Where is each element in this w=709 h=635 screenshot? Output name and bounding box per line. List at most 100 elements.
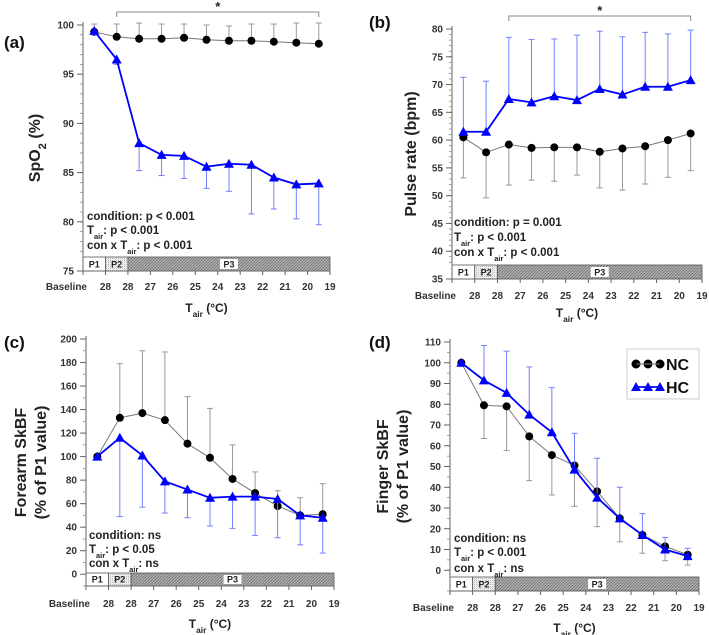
stats-line: Tair: p < 0.001 (454, 232, 527, 248)
stats-line-suffix: : p < 0.001 (136, 240, 193, 252)
data-point (313, 178, 324, 188)
phase-label-p3: P3 (227, 575, 238, 585)
stats-line: condition: ns (454, 533, 526, 545)
data-point (272, 493, 283, 503)
x-axis-title-subscript: air (561, 629, 572, 635)
legend-marker-triangle (631, 382, 641, 391)
data-point (246, 159, 257, 169)
data-point (292, 38, 301, 47)
x-tick-label: 23 (606, 291, 618, 302)
x-tick-label: 25 (190, 282, 202, 293)
x-axis-title-subscript: air (563, 314, 574, 324)
x-tick-label: 19 (696, 291, 708, 302)
data-point (478, 375, 489, 385)
series-hc (92, 432, 328, 554)
y-tick-label: 110 (425, 338, 442, 349)
data-point (183, 439, 192, 448)
x-tick-label: 20 (671, 603, 683, 614)
x-axis-title: Tair (°C) (189, 617, 231, 635)
x-axis-title-main: T (185, 301, 193, 315)
y-tick-label: 85 (63, 168, 75, 179)
data-point (138, 409, 147, 418)
panel-c: (c) P1 P2 P3 0 20 40 60 80 100 120 140 160 180 200 Base… (4, 333, 340, 635)
stats-line-main: condition: p < 0.001 (87, 211, 195, 223)
x-tick-label: 27 (512, 603, 524, 614)
y-axis-title: Pulse rate (bpm) (403, 91, 420, 216)
y-tick-label: 80 (63, 217, 75, 228)
y-tick-label: 65 (432, 108, 444, 119)
data-point (137, 450, 148, 460)
data-point (227, 491, 238, 501)
data-point (525, 432, 534, 441)
y-axis-title: SpO2 (%) (27, 114, 49, 182)
x-tick-label: 28 (490, 603, 502, 614)
phase-label-p1: P1 (456, 580, 467, 590)
data-point (458, 126, 469, 136)
data-point (573, 143, 581, 152)
y-tick-label: 180 (60, 358, 77, 369)
x-tick-label: 23 (238, 599, 250, 610)
series-line (93, 30, 319, 186)
phase-label-bg (223, 575, 242, 584)
y-tick-label: 80 (430, 400, 442, 411)
data-point (641, 142, 650, 151)
y-tick-label: 75 (432, 52, 444, 63)
data-point (456, 357, 467, 367)
stats-line-suffix: : p < 0.001 (470, 232, 527, 244)
phase-label-p3: P3 (592, 580, 603, 590)
y-tick-label: 0 (71, 570, 77, 581)
x-axis-title-suffix: (°C) (206, 617, 231, 631)
series-nc (459, 129, 695, 199)
data-point (268, 172, 279, 182)
series-hc (456, 345, 693, 561)
data-point (482, 148, 491, 157)
stats-line-subscript: air (494, 570, 503, 579)
y-axis-title-suffix: (%) (27, 114, 44, 143)
y-tick-label: 90 (63, 119, 75, 130)
data-point (663, 136, 672, 145)
stats-line: con x Tair: ns (454, 563, 524, 579)
x-tick-label: 22 (628, 291, 640, 302)
data-point (228, 474, 237, 483)
stats-line: con x Tair: p < 0.001 (87, 240, 193, 256)
y-tick-label: 60 (66, 499, 78, 510)
y-tick-label: 120 (60, 429, 77, 440)
x-axis-title-suffix: (°C) (573, 306, 598, 320)
phase-label-bg (588, 579, 607, 589)
stats-line-subscript: air (96, 551, 105, 560)
x-tick-label: 21 (280, 282, 292, 293)
data-point (637, 529, 648, 539)
y-tick-label: 200 (60, 335, 77, 346)
data-point (479, 401, 488, 410)
data-point (157, 34, 166, 43)
x-axis-title-main: T (556, 306, 564, 320)
data-point (595, 147, 604, 156)
phase-label-p2: P2 (478, 580, 489, 590)
x-axis-title: Tair (°C) (553, 621, 595, 635)
y-tick-label: 10 (430, 545, 442, 556)
series-nc (90, 22, 323, 48)
data-point (572, 95, 582, 105)
x-axis-title-suffix: (°C) (203, 301, 228, 315)
data-point (201, 161, 212, 171)
data-point (134, 138, 145, 148)
stats-line-main: T (454, 547, 461, 559)
x-tick-label: 28 (100, 282, 112, 293)
x-tick-label: Baseline (415, 291, 457, 302)
y-tick-label: 70 (432, 80, 444, 91)
data-point (592, 492, 603, 502)
x-tick-label: 19 (324, 282, 336, 293)
x-tick-label: 20 (674, 291, 686, 302)
x-tick-label: 28 (467, 603, 479, 614)
y-tick-label: 100 (424, 358, 441, 369)
data-point (224, 36, 233, 45)
significance-star: * (215, 0, 221, 14)
data-point (295, 510, 306, 520)
x-tick-label: Baseline (413, 603, 455, 614)
data-point (547, 451, 556, 460)
y-tick-label: 90 (430, 379, 442, 390)
data-point (202, 35, 211, 44)
x-tick-label: 20 (302, 282, 314, 293)
stats-line: con x Tair: ns (89, 558, 159, 574)
x-tick-label: 27 (148, 599, 160, 610)
